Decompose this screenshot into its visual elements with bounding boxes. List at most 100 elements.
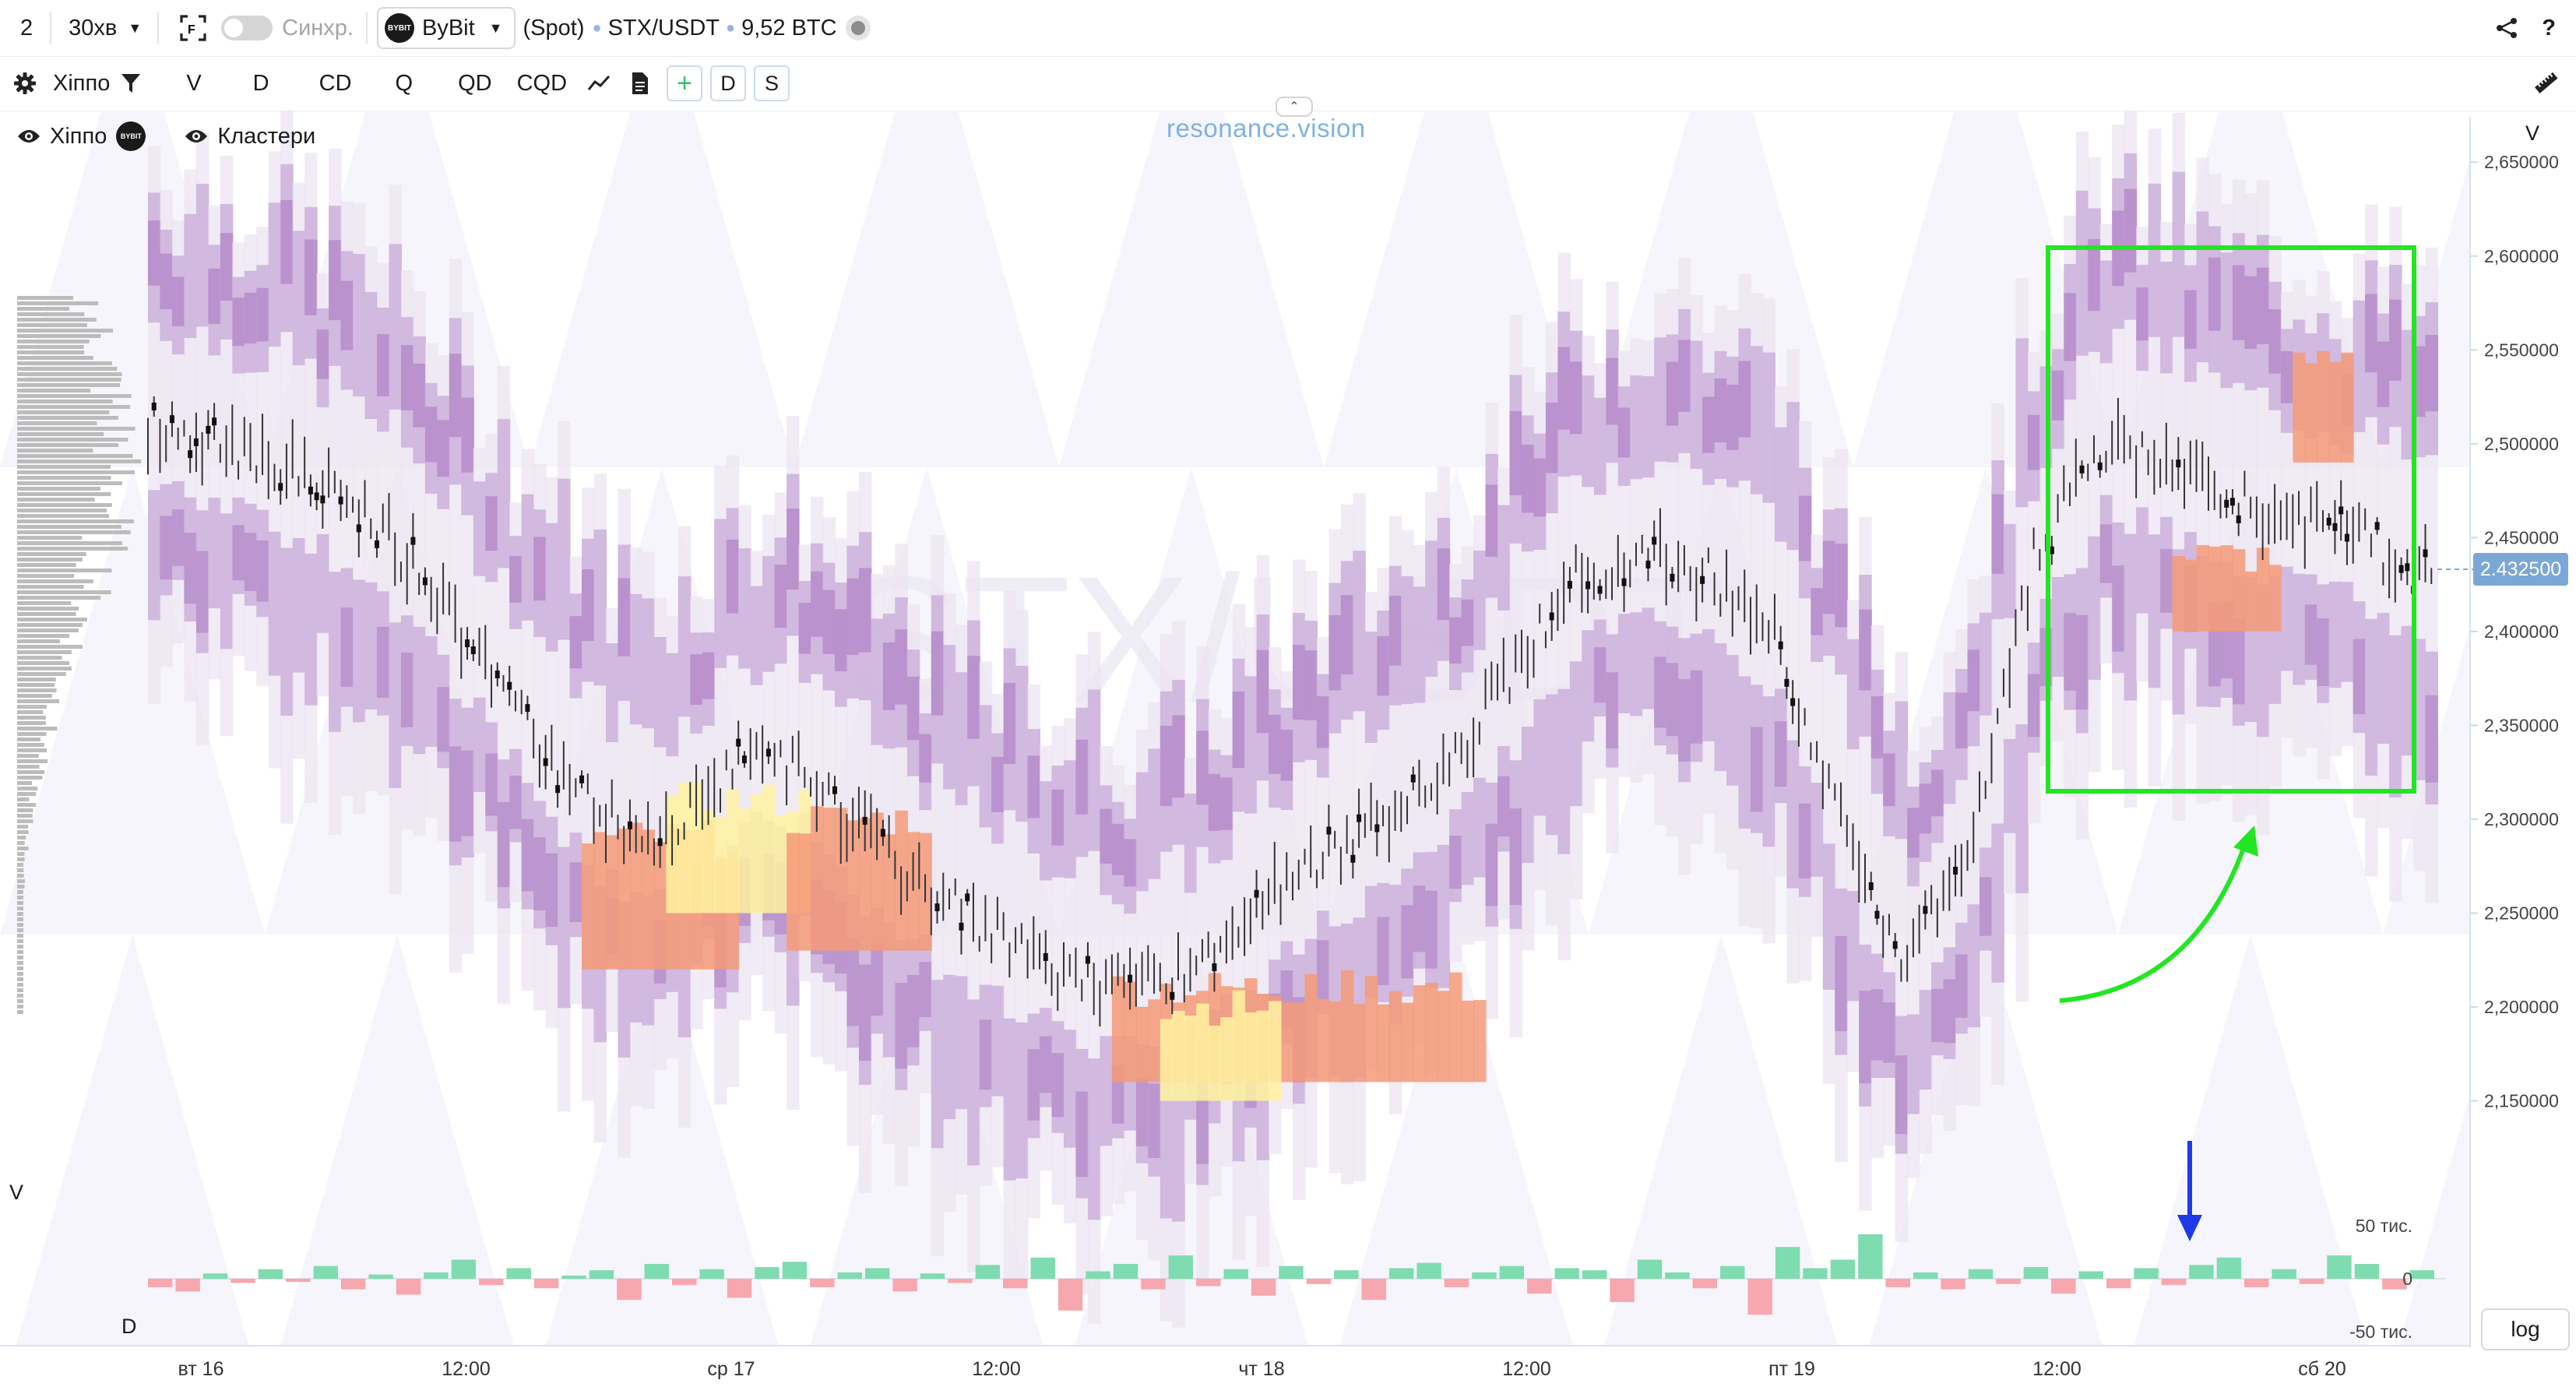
document-button[interactable] — [611, 56, 649, 111]
toggle-d-button[interactable]: D — [710, 65, 747, 101]
cluster-band-dark — [569, 862, 583, 923]
highlight-box — [2046, 245, 2416, 794]
cluster-band-mid — [497, 419, 511, 569]
volume-profile-bar — [17, 410, 110, 414]
cluster-band-dark — [1449, 617, 1462, 664]
cluster-band-mid — [677, 576, 692, 717]
indicator-qd[interactable]: QD — [458, 70, 492, 96]
layout-number-button[interactable]: 2 — [0, 0, 33, 56]
cluster-band-dark — [618, 578, 631, 657]
volume-profile-bar — [17, 634, 70, 638]
delta-bar-negative — [727, 1279, 752, 1298]
price-candle-body — [1670, 573, 1675, 582]
share-button[interactable] — [2495, 0, 2542, 56]
fit-screen-button[interactable]: F — [168, 0, 207, 56]
legend-item-hippo[interactable]: Хіппо BYBIT — [17, 121, 146, 151]
price-tick-label: 2,150000 — [2484, 1091, 2559, 1111]
log-scale-button[interactable]: log — [2481, 1308, 2570, 1350]
help-button[interactable]: ? — [2542, 0, 2576, 56]
volume-profile-bar — [17, 939, 23, 943]
document-icon — [632, 72, 649, 94]
cluster-band-dark — [1774, 721, 1788, 787]
volume-profile-bar — [17, 334, 101, 338]
gear-icon — [14, 72, 36, 94]
cluster-band-dark — [2425, 335, 2438, 412]
cluster-band-mid — [1473, 551, 1487, 650]
volume-profile-bar — [17, 541, 123, 545]
cluster-band-dark — [2064, 293, 2077, 361]
volume-profile-bar — [17, 432, 104, 436]
cluster-band-mid — [1654, 337, 1667, 462]
cluster-band-dark — [244, 533, 258, 591]
cluster-band-mid — [1135, 772, 1149, 892]
price-candle-body — [2405, 563, 2410, 572]
cluster-band-mid — [316, 533, 330, 633]
filter-button[interactable] — [110, 56, 141, 111]
cluster-band-mid — [2353, 300, 2367, 432]
ruler-button[interactable] — [2532, 56, 2576, 111]
delta-bar-positive — [1279, 1266, 1304, 1279]
cluster-band-dark — [1111, 823, 1125, 875]
price-candle-body — [278, 483, 283, 491]
volume-profile-bar — [17, 552, 86, 556]
legend-item-clusters[interactable]: Кластери — [185, 124, 315, 150]
profile-name[interactable]: Хіппо — [53, 70, 111, 96]
cluster-band-dark — [1678, 340, 1691, 412]
cluster-band-dark — [1075, 1091, 1089, 1178]
timeframe-dropdown[interactable]: 30хв ▼ — [61, 0, 142, 56]
cluster-band-dark — [1654, 657, 1667, 728]
cluster-hot-zone — [1364, 976, 1378, 1082]
fit-screen-icon: F — [180, 15, 206, 41]
indicator-d[interactable]: D — [252, 70, 269, 96]
volume-profile-bar — [17, 476, 111, 480]
volume-profile-bar — [17, 612, 76, 616]
cluster-band-mid — [666, 653, 679, 757]
cluster-band-dark — [1955, 692, 1969, 748]
volume-profile-bar — [17, 296, 73, 300]
cluster-band-dark — [377, 334, 390, 396]
delta-bar-positive — [837, 1272, 862, 1279]
indicator-cqd[interactable]: CQD — [516, 70, 568, 96]
toggle-s-button[interactable]: S — [754, 65, 790, 101]
volume-profile-bar — [17, 607, 79, 611]
cluster-band-dark — [1907, 808, 1920, 858]
chart-area[interactable]: STX/USDT 2,6500002,6000002,5500002,50000… — [0, 111, 2576, 1394]
delta-tick-label: 50 тис. — [2356, 1216, 2412, 1236]
exchange-dropdown[interactable]: BYBIT ByBit ▼ — [376, 7, 516, 49]
collapse-panel-button[interactable]: ⌃ — [1276, 97, 1313, 117]
add-indicator-button[interactable]: + — [667, 65, 703, 101]
cluster-band-mid — [1786, 740, 1800, 889]
cluster-band-dark — [882, 642, 896, 710]
indicator-q[interactable]: Q — [395, 70, 413, 96]
cluster-band-mid — [1846, 639, 1860, 750]
cluster-band-mid — [653, 636, 667, 748]
sync-toggle[interactable] — [221, 16, 273, 40]
price-candle-body — [1212, 963, 1217, 972]
indicator-v[interactable]: V — [186, 70, 202, 96]
cluster-band-dark — [822, 590, 836, 654]
cluster-band-dark — [377, 626, 390, 698]
price-candle-body — [1567, 580, 1572, 589]
volume-profile-bar — [17, 421, 97, 425]
cluster-band-dark — [2184, 290, 2198, 349]
cluster-hot-zone — [882, 834, 896, 951]
indicator-cd[interactable]: CD — [318, 70, 352, 96]
line-chart-button[interactable] — [567, 56, 611, 111]
settings-button[interactable] — [0, 56, 37, 111]
cluster-band-dark — [906, 974, 920, 1047]
volume-profile-bar — [17, 329, 113, 333]
volume-profile-bar — [17, 923, 23, 927]
cluster-band-mid — [1064, 760, 1077, 878]
cluster-band-dark — [835, 609, 848, 672]
volume-profile-bar — [17, 956, 23, 959]
cluster-band-dark — [1714, 378, 1728, 443]
cluster-band-mid — [1003, 1018, 1017, 1181]
cluster-hot-zone — [787, 833, 800, 951]
svg-text:F: F — [188, 23, 195, 37]
symbol-label[interactable]: STX/USDT — [607, 15, 720, 40]
cluster-hot-zone — [1473, 1000, 1487, 1082]
cluster-band-dark — [184, 533, 197, 604]
cluster-band-dark — [1569, 361, 1583, 435]
cluster-band-mid — [1726, 655, 1740, 786]
cluster-hot-zone — [1208, 1025, 1222, 1101]
